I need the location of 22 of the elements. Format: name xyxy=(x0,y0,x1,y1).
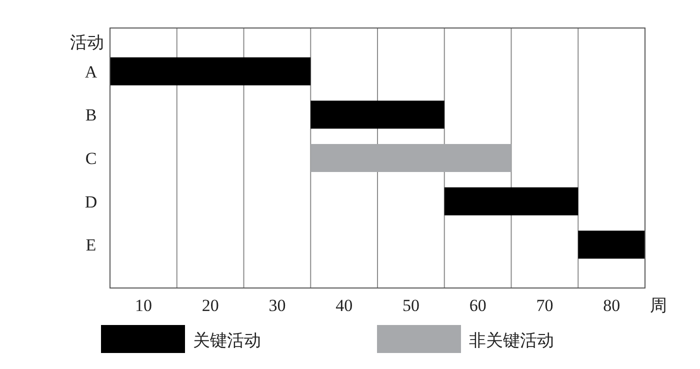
x-tick-label: 20 xyxy=(202,296,219,315)
bar xyxy=(444,187,578,216)
y-tick-label: E xyxy=(86,236,96,255)
y-tick-label: B xyxy=(85,106,97,125)
bar xyxy=(578,230,645,259)
bar xyxy=(110,57,311,86)
y-tick-label: A xyxy=(84,62,98,82)
x-tick-label: 80 xyxy=(603,296,620,315)
y-tick-label: C xyxy=(85,149,97,168)
x-tick-label: 40 xyxy=(336,296,353,315)
y-tick-label: D xyxy=(84,192,98,212)
x-tick-label: 30 xyxy=(268,296,286,315)
x-tick-label: 10 xyxy=(134,296,152,315)
x-tick-label: 50 xyxy=(402,296,420,315)
bar xyxy=(310,144,512,172)
bar xyxy=(310,100,444,129)
x-tick-label: 60 xyxy=(469,296,486,315)
y-axis-title: 活动 xyxy=(70,33,104,52)
x-tick-label: 70 xyxy=(536,296,554,315)
legend-label: 关键活动 xyxy=(193,331,261,350)
legend-label: 非关键活动 xyxy=(469,331,554,350)
x-axis-title: 周 xyxy=(650,296,667,315)
